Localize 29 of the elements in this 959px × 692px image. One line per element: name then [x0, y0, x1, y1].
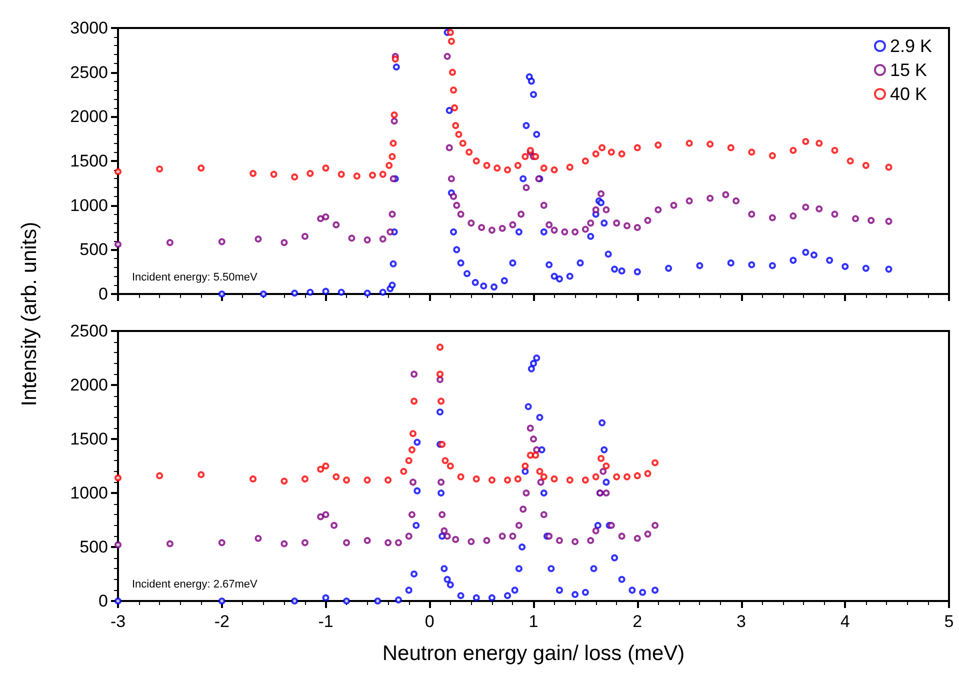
annotation: Incident energy: 5.50meV [132, 272, 258, 284]
legend-label: 40 K [890, 84, 927, 104]
y-tick-label: 1500 [70, 430, 108, 448]
x-tick-label: -1 [318, 612, 334, 631]
x-axis-title: Neutron energy gain/ loss (meV) [382, 642, 685, 665]
x-tick-label: 2 [632, 612, 642, 631]
x-tick-label: 3 [736, 612, 746, 631]
y-tick-label: 2500 [70, 322, 108, 340]
x-tick-label: 1 [528, 612, 538, 631]
x-tick-label: -2 [214, 612, 230, 631]
x-tick-label: 0 [424, 612, 434, 631]
x-tick-label: -3 [110, 612, 126, 631]
y-tick-label: 1500 [70, 152, 108, 170]
x-tick-label: 5 [944, 612, 954, 631]
y-tick-label: 0 [98, 284, 108, 304]
y-tick-label: 1000 [70, 484, 108, 502]
y-tick-label: 3000 [70, 18, 108, 38]
y-tick-label: 0 [98, 592, 108, 610]
legend-label: 15 K [890, 60, 927, 80]
y-tick-label: 500 [80, 240, 108, 260]
y-tick-label: 1000 [70, 196, 108, 215]
y-axis-title: Intensity (arb. units) [18, 222, 42, 406]
y-tick-label: 2500 [70, 62, 108, 82]
y-tick-label: 2000 [70, 376, 108, 394]
y-tick-label: 500 [80, 538, 108, 556]
x-tick-label: 4 [840, 612, 850, 631]
y-tick-label: 2000 [70, 107, 108, 126]
legend-label: 2.9 K [890, 36, 932, 56]
annotation: Incident energy: 2.67meV [132, 578, 258, 590]
